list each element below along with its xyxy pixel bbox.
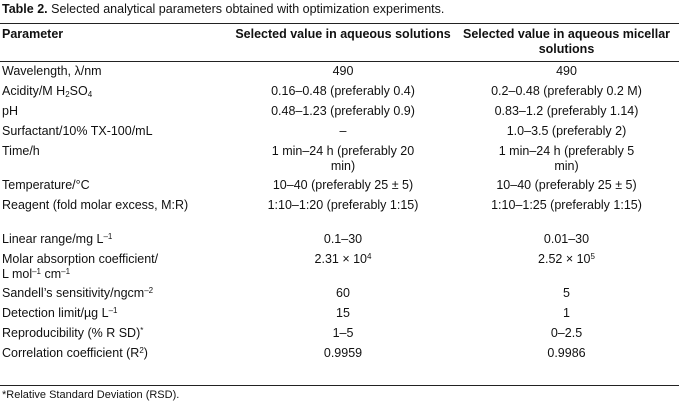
row-micellar: 1 min–24 h (preferably 5 min) [498,144,635,173]
parameters-table: Parameter Selected value in aqueous solu… [0,25,679,363]
row-micellar: 0.2–0.48 (preferably 0.2 M) [491,84,642,98]
row-param: Sandell’s sensitivity/ngcm–2 [2,286,154,300]
table-caption-text: Selected analytical parameters obtained … [51,2,445,16]
table-caption: Table 2. Selected analytical parameters … [2,1,444,17]
row-aqueous: 2.31 × 104 [314,252,372,266]
row-aqueous: 15 [336,306,350,320]
top-rule [0,23,679,24]
row-aqueous: 0.16–0.48 (preferably 0.4) [271,84,415,98]
row-micellar: 0.9986 [547,346,586,360]
row-aqueous: 1:10–1:20 (preferably 1:15) [267,198,419,212]
row-param: Linear range/mg L–1 [2,232,113,246]
row-aqueous: 0.9959 [323,346,363,360]
bottom-rule [0,385,679,386]
row-micellar: 1:10–1:25 (preferably 1:15) [491,198,642,212]
row-aqueous: 1 min–24 h (preferably 20 min) [271,144,415,173]
row-aqueous: – [339,124,347,138]
row-param: Correlation coefficient (R2) [2,346,148,360]
header-micellar: Selected value in aqueous micellar solut… [462,27,671,56]
row-aqueous: 0.48–1.23 (preferably 0.9) [271,104,415,118]
table-row: Reagent (fold molar excess, M:R) 1:10–1:… [0,195,679,229]
row-micellar: 490 [556,64,577,78]
row-aqueous: 1–5 [332,326,354,340]
row-micellar: 5 [563,286,570,300]
header-parameter: Parameter [2,27,64,41]
row-micellar: 0–2.5 [550,326,583,340]
row-param: Reagent (fold molar excess, M:R) [2,198,189,212]
table-row: Linear range/mg L–1 0.1–30 0.01–30 [0,229,679,249]
table-row: Wavelength, λ/nm 490 490 [0,61,679,81]
table-row: Detection limit/µg L–1 15 1 [0,303,679,323]
table-row: Sandell’s sensitivity/ngcm–2 60 5 [0,283,679,303]
row-aqueous: 0.1–30 [323,232,363,246]
table-row: Correlation coefficient (R2) 0.9959 0.99… [0,343,679,363]
table-row: Temperature/°C 10–40 (preferably 25 ± 5)… [0,175,679,195]
row-aqueous: 60 [336,286,350,300]
table-footnote: *Relative Standard Deviation (RSD). [2,389,180,401]
header-aqueous: Selected value in aqueous solutions [235,27,451,41]
row-param: Detection limit/µg L–1 [2,306,118,320]
header-rule [0,61,679,62]
row-param: Molar absorption coefficient/L mol–1 cm–… [2,252,159,281]
table-row: Surfactant/10% TX-100/mL – 1.0–3.5 (pref… [0,121,679,141]
row-aqueous: 490 [332,64,354,78]
row-param: Wavelength, λ/nm [2,64,102,78]
row-micellar: 1 [563,306,570,320]
table-header-row: Parameter Selected value in aqueous solu… [0,25,679,61]
table-row: Reproducibility (% R SD)* 1–5 0–2.5 [0,323,679,343]
row-micellar: 1.0–3.5 (preferably 2) [506,124,627,138]
row-micellar: 0.83–1.2 (preferably 1.14) [494,104,639,118]
table-row: pH 0.48–1.23 (preferably 0.9) 0.83–1.2 (… [0,101,679,121]
row-param: pH [2,104,18,118]
row-micellar: 10–40 (preferably 25 ± 5) [496,178,637,192]
row-param: Reproducibility (% R SD)* [2,326,144,340]
row-param: Acidity/M H2SO4 [2,84,93,99]
row-param: Temperature/°C [2,178,90,192]
table-row: Time/h 1 min–24 h (preferably 20 min) 1 … [0,141,679,175]
row-micellar: 0.01–30 [543,232,590,246]
row-micellar: 2.52 × 105 [538,252,595,266]
row-param: Time/h [2,144,40,158]
row-aqueous: 10–40 (preferably 25 ± 5) [272,178,414,192]
table-row: Acidity/M H2SO4 0.16–0.48 (preferably 0.… [0,81,679,101]
table-row: Molar absorption coefficient/L mol–1 cm–… [0,249,679,283]
row-param: Surfactant/10% TX-100/mL [2,124,153,138]
table-caption-label: Table 2. [2,2,48,16]
